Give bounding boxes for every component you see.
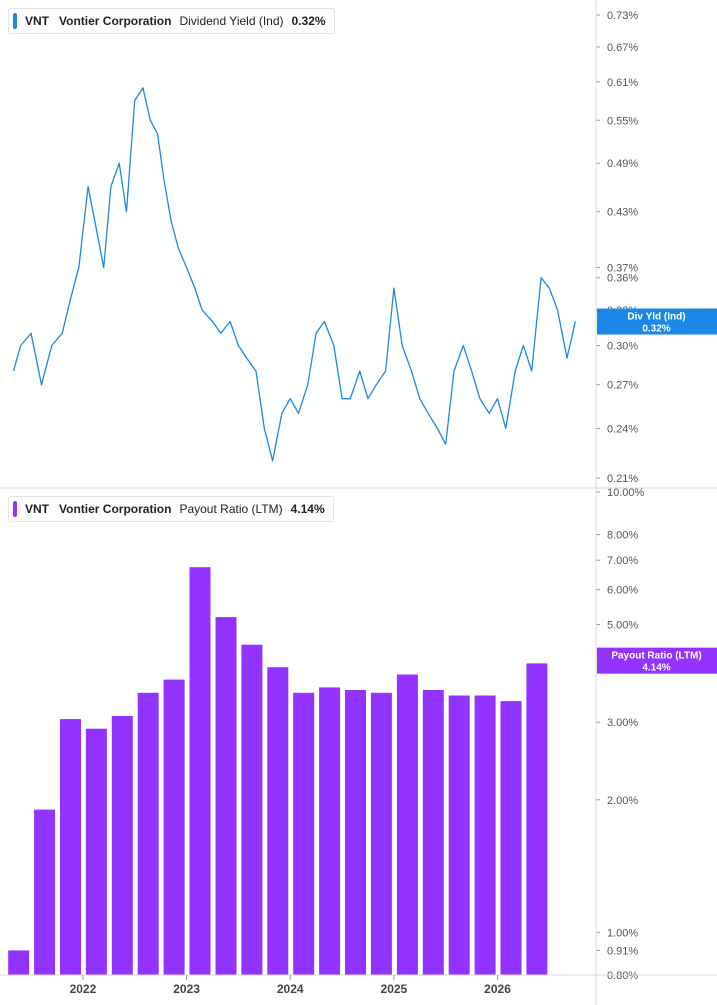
x-tick-label: 2025 [381,982,408,996]
legend-swatch-purple [13,501,17,517]
payout-y-tick-label: 1.00% [607,927,638,939]
payout-ratio-bar[interactable] [293,692,315,975]
payout-ratio-badge-value: 4.14% [642,663,670,674]
payout-y-tick-label: 8.00% [607,530,638,542]
payout-ratio-bar[interactable] [396,674,418,976]
payout-ratio-bar[interactable] [34,809,56,975]
payout-ratio-bar[interactable] [448,695,470,976]
legend-payout-ratio[interactable]: VNT Vontier Corporation Payout Ratio (LT… [8,496,334,522]
legend-value: 0.32% [291,14,326,28]
payout-ratio-bar[interactable] [370,692,392,975]
payout-ratio-bar[interactable] [345,690,366,975]
payout-y-tick-label: 2.00% [607,795,638,807]
legend-value: 4.14% [290,502,325,516]
dividend-yield-panel: 0.73% 0.67% 0.61% 0.55% 0.49% 0.43% 0.37%0.36%… [12,10,717,485]
payout-y-tick-label: 6.00% [607,585,638,597]
payout-y-tick-label: 7.00% [607,555,638,567]
yield-y-tick-label: 0.55% [607,115,638,127]
legend-dividend-yield[interactable]: VNT Vontier Corporation Dividend Yield (… [8,8,335,34]
yield-y-tick-label: 0.67% [607,42,638,54]
yield-y-tick-label: 0.37% [607,263,638,275]
payout-ratio-bar[interactable] [500,701,522,975]
x-tick-label: 2024 [277,982,304,996]
payout-y-tick-label: 10.00% [607,487,645,499]
yield-y-tick-label: 0.30% [607,341,638,353]
yield-y-tick-label: 0.36% [607,273,638,285]
payout-ratio-bar[interactable] [60,719,81,975]
payout-ratio-bar[interactable] [267,667,289,975]
dividend-yield-badge-label: Div Yld (Ind) [627,312,685,323]
payout-ratio-bar[interactable] [137,692,159,975]
payout-ratio-bar[interactable] [85,728,107,975]
payout-y-tick-label: 0.91% [607,945,638,957]
dividend-yield-badge-value: 0.32% [642,324,670,335]
yield-y-tick-label: 0.21% [607,473,638,485]
yield-y-tick-label: 0.61% [607,77,638,89]
payout-ratio-bar[interactable] [474,695,496,976]
yield-y-tick-label: 0.43% [607,207,638,219]
legend-metric: Dividend Yield (Ind) [179,14,284,28]
payout-ratio-bar[interactable] [8,950,30,975]
legend-company: Vontier Corporation [59,502,172,516]
payout-ratio-badge [597,647,717,674]
yield-y-tick-label: 0.27% [607,380,638,392]
dividend-yield-series-line [12,87,576,462]
legend-metric: Payout Ratio (LTM) [179,502,283,516]
payout-ratio-panel: 10.00%8.00%7.00%6.00%5.00%4.00%3.00%2.00… [8,487,717,982]
legend-company: Vontier Corporation [59,14,172,28]
payout-ratio-bar[interactable] [111,716,133,975]
payout-y-tick-label: 5.00% [607,620,638,632]
legend-swatch-blue [13,13,17,29]
payout-y-tick-label: 0.80% [607,970,638,982]
legend-ticker: VNT [25,14,49,28]
payout-ratio-badge-label: Payout Ratio (LTM) [611,651,701,662]
payout-ratio-bar[interactable] [526,663,548,975]
x-tick-label: 2023 [173,982,200,996]
x-tick-label: 2022 [70,982,97,996]
yield-y-tick-label: 0.24% [607,423,638,435]
dividend-yield-badge [597,308,717,335]
payout-y-tick-label: 3.00% [607,717,638,729]
legend-ticker: VNT [25,502,49,516]
x-tick-label: 2026 [484,982,511,996]
payout-ratio-bar[interactable] [422,690,444,975]
payout-ratio-bar[interactable] [241,644,263,975]
yield-y-tick-label: 0.73% [607,10,638,22]
yield-y-tick-label: 0.49% [607,158,638,170]
payout-ratio-bar[interactable] [163,679,185,975]
payout-ratio-bar[interactable] [189,567,211,975]
payout-ratio-bar[interactable] [215,617,237,975]
payout-ratio-bar[interactable] [319,687,341,975]
